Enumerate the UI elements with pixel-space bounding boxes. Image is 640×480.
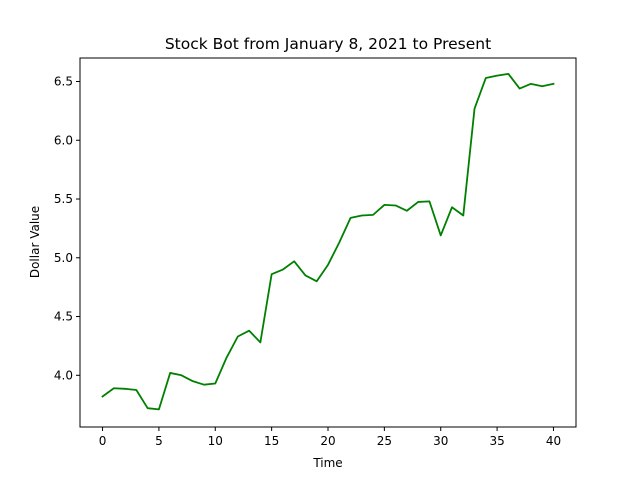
x-tick-label: 20: [320, 434, 335, 448]
y-tick-label: 4.5: [54, 310, 73, 324]
y-tick-label: 4.0: [54, 368, 73, 382]
x-tick-label: 15: [264, 434, 279, 448]
x-axis: 0 5 10 15 20 25 30 35 40: [99, 427, 561, 448]
x-tick-label: 5: [155, 434, 163, 448]
y-tick-label: 5.5: [54, 192, 73, 206]
series-line: [101, 72, 555, 411]
y-tick-label: 6.0: [54, 133, 73, 147]
x-tick-label: 0: [99, 434, 107, 448]
y-axis-label: Dollar Value: [28, 206, 42, 278]
y-axis: 4.0 4.5 5.0 5.5 6.0 6.5: [54, 75, 80, 382]
x-tick-label: 10: [208, 434, 223, 448]
y-tick-label: 6.5: [54, 75, 73, 89]
x-axis-label: Time: [312, 456, 342, 470]
chart-title: Stock Bot from January 8, 2021 to Presen…: [165, 35, 491, 53]
x-tick-label: 25: [377, 434, 392, 448]
series-layer: [101, 72, 555, 411]
x-tick-label: 30: [433, 434, 448, 448]
x-tick-label: 35: [489, 434, 504, 448]
y-tick-label: 5.0: [54, 251, 73, 265]
x-tick-label: 40: [546, 434, 561, 448]
plot-area-frame: [79, 57, 577, 428]
